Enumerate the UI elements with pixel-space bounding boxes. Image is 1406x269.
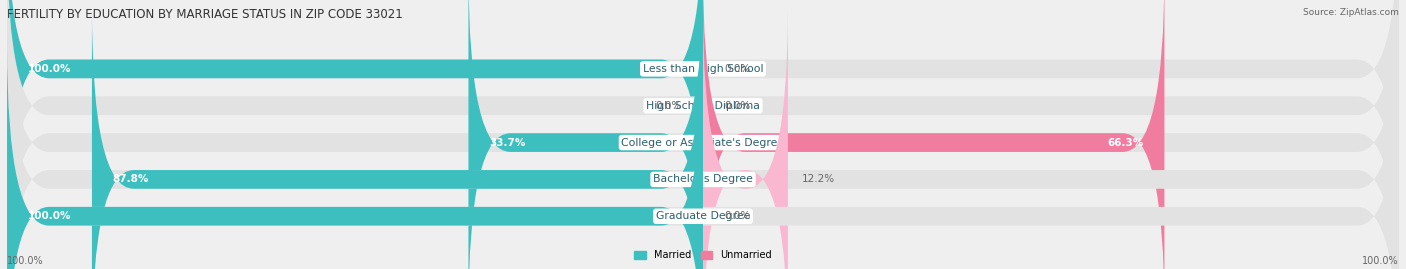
Text: College or Associate's Degree: College or Associate's Degree — [621, 137, 785, 148]
Text: 100.0%: 100.0% — [7, 256, 44, 266]
Text: Less than High School: Less than High School — [643, 64, 763, 74]
FancyBboxPatch shape — [703, 0, 1164, 269]
FancyBboxPatch shape — [7, 0, 1399, 241]
FancyBboxPatch shape — [91, 8, 703, 269]
Text: 100.0%: 100.0% — [28, 64, 72, 74]
Text: 66.3%: 66.3% — [1108, 137, 1143, 148]
FancyBboxPatch shape — [468, 0, 703, 269]
Text: 0.0%: 0.0% — [655, 101, 682, 111]
Text: 100.0%: 100.0% — [1362, 256, 1399, 266]
Text: 100.0%: 100.0% — [28, 211, 72, 221]
FancyBboxPatch shape — [7, 0, 703, 241]
FancyBboxPatch shape — [7, 8, 1399, 269]
Text: 87.8%: 87.8% — [112, 174, 149, 185]
Text: High School Diploma: High School Diploma — [647, 101, 759, 111]
FancyBboxPatch shape — [7, 44, 703, 269]
Text: 12.2%: 12.2% — [801, 174, 835, 185]
FancyBboxPatch shape — [7, 0, 1399, 269]
Text: FERTILITY BY EDUCATION BY MARRIAGE STATUS IN ZIP CODE 33021: FERTILITY BY EDUCATION BY MARRIAGE STATU… — [7, 8, 402, 21]
FancyBboxPatch shape — [7, 44, 1399, 269]
Text: 33.7%: 33.7% — [489, 137, 526, 148]
Text: Source: ZipAtlas.com: Source: ZipAtlas.com — [1303, 8, 1399, 17]
Text: 0.0%: 0.0% — [724, 211, 751, 221]
Text: Bachelor's Degree: Bachelor's Degree — [652, 174, 754, 185]
Legend: Married, Unmarried: Married, Unmarried — [630, 246, 776, 264]
FancyBboxPatch shape — [703, 8, 787, 269]
Text: 0.0%: 0.0% — [724, 64, 751, 74]
Text: Graduate Degree: Graduate Degree — [655, 211, 751, 221]
FancyBboxPatch shape — [7, 0, 1399, 269]
Text: 0.0%: 0.0% — [724, 101, 751, 111]
